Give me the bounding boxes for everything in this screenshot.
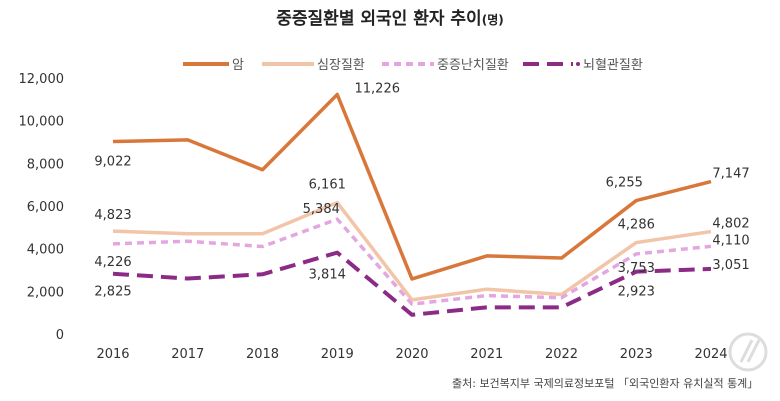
legend-dot	[576, 62, 580, 66]
y-tick-label: 6,000	[27, 200, 64, 215]
x-tick-label: 2016	[96, 347, 129, 362]
x-tick-label: 2018	[246, 347, 279, 362]
data-label: 7,147	[712, 167, 749, 182]
data-label: 5,384	[303, 202, 340, 217]
data-label: 6,255	[606, 176, 643, 191]
data-label: 11,226	[355, 82, 401, 97]
x-tick-label: 2020	[395, 347, 428, 362]
data-label: 4,823	[94, 208, 131, 223]
title-unit: (명)	[481, 13, 504, 27]
series-line	[112, 200, 712, 302]
y-tick-label: 12,000	[19, 72, 65, 87]
data-label: 4,226	[94, 255, 131, 270]
legend-label: 암	[232, 58, 244, 73]
y-tick-label: 4,000	[27, 243, 64, 258]
series-line	[112, 250, 712, 317]
y-tick-label: 10,000	[19, 115, 65, 130]
x-tick-label: 2024	[694, 347, 727, 362]
data-label: 9,022	[94, 155, 131, 170]
title-text: 중증질환별 외국인 환자 추이	[276, 9, 482, 29]
chart-title: 중증질환별 외국인 환자 추이(명)	[0, 4, 780, 29]
x-tick-label: 2019	[321, 347, 354, 362]
data-label: 3,051	[712, 258, 749, 273]
data-label: 3,753	[618, 261, 655, 276]
data-label: 4,802	[712, 217, 749, 232]
data-label: 4,110	[712, 233, 749, 248]
watermark-logo-mark	[739, 339, 761, 363]
watermark-logo	[728, 332, 768, 372]
data-label: 2,923	[618, 285, 655, 300]
source-note: 출처: 보건복지부 국제의료정보포털 「외국인환자 유치실적 통계」	[452, 377, 759, 390]
legend-label: 중증난치질환	[437, 58, 509, 73]
x-tick-label: 2021	[470, 347, 503, 362]
data-label: 2,825	[94, 285, 131, 300]
data-label: 6,161	[309, 178, 346, 193]
legend-label: 뇌혈관질환	[583, 58, 643, 73]
x-tick-label: 2017	[171, 347, 204, 362]
x-tick-label: 2023	[620, 347, 653, 362]
legend-label: 심장질환	[317, 58, 365, 73]
x-tick-label: 2022	[545, 347, 578, 362]
data-label: 3,814	[309, 268, 346, 283]
series-line	[112, 92, 712, 281]
y-tick-label: 2,000	[27, 285, 64, 300]
y-tick-label: 0	[56, 328, 64, 343]
series-line	[112, 217, 712, 306]
y-tick-label: 8,000	[27, 157, 64, 172]
data-label: 4,286	[618, 218, 655, 233]
